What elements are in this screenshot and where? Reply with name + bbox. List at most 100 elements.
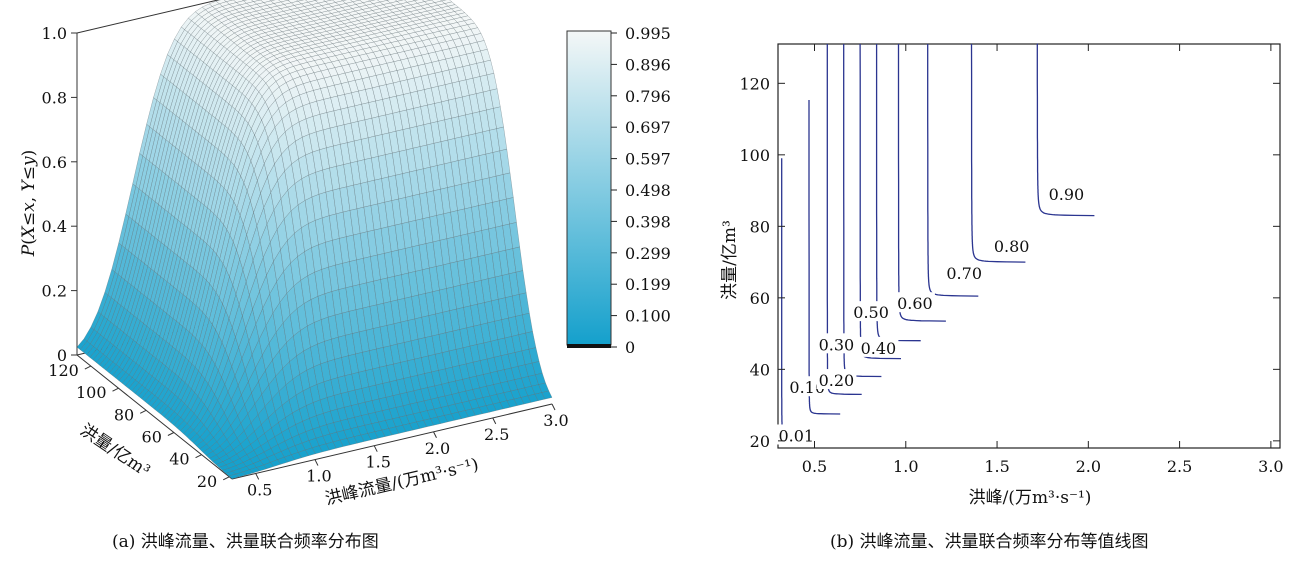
- surface-z-tick-label: 1.0: [42, 24, 67, 43]
- colorbar-tick-label: 0.597: [625, 150, 671, 169]
- surface-y-tick-label: 120: [48, 361, 79, 380]
- z-label-y-cap: Y: [19, 178, 39, 191]
- surface-x-axis-label: 洪峰流量/(万m³·s⁻¹): [323, 455, 480, 510]
- surface-x-tick-mark: [492, 417, 497, 425]
- surface-patch: [541, 390, 553, 400]
- contour-label-bg: [991, 235, 1032, 255]
- contour-level-label: 0.60: [897, 294, 933, 313]
- contour-x-tick-label: 0.5: [802, 457, 827, 476]
- contour-y-tick-label: 100: [739, 146, 770, 165]
- contour-line: [970, 43, 1026, 263]
- surface-x-tick-label: 1.0: [306, 467, 331, 486]
- contour-line: [1036, 43, 1095, 217]
- frame-edge-y-floor: [76, 354, 233, 480]
- contour-x-tick-label: 2.0: [1076, 457, 1101, 476]
- surface-x-tick-label: 2.0: [425, 439, 450, 458]
- contour-label-bg: [776, 424, 817, 445]
- colorbar-tick-label: 0.199: [625, 275, 671, 294]
- z-label-le-2: ≤: [19, 166, 39, 180]
- surface-x-tick-mark: [551, 403, 556, 411]
- surface-x-tick-label: 2.5: [484, 425, 509, 444]
- surface-z-tick-label: 0.2: [42, 282, 67, 301]
- contour-level-label: 0.30: [819, 335, 855, 354]
- contour-chart: 0.01 0.100.20 0.30 0.40 0.50 0.60 0.70 0.80 0.90…: [720, 43, 1284, 508]
- surface-y-tick-mark: [84, 365, 92, 370]
- contour-level-label: 0.20: [819, 371, 855, 390]
- contour-label-bg: [944, 261, 985, 282]
- surface-z-tick-label: 0.4: [42, 217, 67, 236]
- contour-level-label: 0.50: [853, 303, 889, 322]
- colorbar-tick-label: 0.398: [625, 212, 671, 231]
- contour-level-labels: 0.01 0.100.20 0.30 0.40 0.50 0.60 0.70 0.80 0.90: [776, 183, 1087, 445]
- contour-x-tick-label: 3.0: [1258, 457, 1283, 476]
- colorbar-tick-label: 0: [625, 338, 635, 357]
- surface-y-tick-label: 100: [76, 383, 107, 402]
- contour-level-label: 0.10: [789, 378, 825, 397]
- surface-chart: 0 0.2 0.4 0.6 0.8 1.0 20 40 60 80 100 120 0.5 1.0 1.…: [19, 0, 671, 510]
- surface-z-ticks: 0 0.2 0.4 0.6 0.8 1.0: [42, 24, 77, 365]
- contour-y-tick-label: 40: [750, 360, 770, 379]
- frame-edge-x-floor: [231, 403, 553, 480]
- z-label-paren-open: (: [19, 238, 39, 245]
- surface-y-tick-label: 60: [142, 428, 162, 447]
- surface-z-tick-label: 0.6: [42, 153, 67, 172]
- surface-y-tick-mark: [112, 387, 119, 392]
- contour-x-ticks: 0.5 1.0 1.5 2.0 2.5 3.0: [802, 44, 1284, 476]
- contour-level-label: 0.70: [946, 264, 982, 283]
- contour-level-label: 0.40: [861, 339, 897, 358]
- surface-x-tick-label: 0.5: [247, 480, 272, 499]
- colorbar-tick-label: 0.100: [625, 307, 671, 326]
- contour-label-bg: [816, 369, 857, 390]
- z-label-x-cap: X: [19, 225, 39, 240]
- frame-edge-top-back: [76, 0, 220, 34]
- contour-y-tick-label: 60: [750, 289, 770, 308]
- surface-y-tick-label: 80: [114, 405, 134, 424]
- contour-y-axis-label: 洪量/亿m³: [720, 220, 740, 300]
- surface-x-tick-mark: [433, 431, 437, 439]
- contour-label-bg: [894, 292, 935, 313]
- contour-y-tick-label: 80: [750, 217, 770, 236]
- z-label-le-1: ≤: [19, 212, 39, 226]
- z-label-y: y: [19, 156, 39, 167]
- caption-b: (b) 洪峰流量、洪量联合频率分布等值线图: [830, 532, 1149, 552]
- surface-y-tick-mark: [139, 409, 147, 414]
- z-label-paren-close: ): [19, 150, 39, 157]
- surface-y-ticks: 20 40 60 80 100 120: [48, 361, 230, 491]
- surface-y-tick-mark: [223, 476, 230, 481]
- z-label-p: P: [19, 244, 39, 257]
- surface-z-axis-label: P(X≤x, Y≤y): [19, 150, 39, 258]
- colorbar: [566, 30, 612, 346]
- colorbar-tick-label: 0.498: [625, 181, 671, 200]
- colorbar-ticks: 0 0.100 0.199 0.299 0.398 0.498 0.597 0.697 0.79…: [611, 24, 671, 357]
- contour-y-tick-label: 120: [739, 74, 770, 93]
- surface-x-tick-mark: [314, 459, 319, 466]
- z-label-comma: ,: [19, 191, 39, 202]
- surface-y-tick-label: 20: [197, 472, 217, 491]
- contour-label-bg: [1046, 183, 1087, 204]
- colorbar-bottom-band: [567, 344, 611, 348]
- contour-x-axis-label: 洪峰/(万m³·s⁻¹): [969, 488, 1092, 508]
- z-label-x: x: [19, 202, 39, 212]
- surface-z-tick-label: 0.8: [42, 88, 67, 107]
- contour-x-tick-label: 1.5: [984, 457, 1009, 476]
- colorbar-tick-label: 0.896: [625, 55, 671, 74]
- colorbar-tick-label: 0.995: [625, 24, 671, 43]
- caption-a: (a) 洪峰流量、洪量联合频率分布图: [112, 532, 379, 552]
- contour-y-ticks: 20 40 60 80 100 120: [739, 74, 1280, 451]
- contour-level-label: 0.90: [1049, 185, 1085, 204]
- contour-x-tick-label: 1.0: [893, 457, 918, 476]
- colorbar-tick-label: 0.697: [625, 118, 671, 137]
- surface-x-tick-mark: [373, 445, 378, 452]
- surface-x-tick-mark: [255, 473, 260, 480]
- colorbar-tick-label: 0.299: [625, 244, 671, 263]
- contour-label-bg: [858, 336, 899, 357]
- colorbar-tick-label: 0.796: [625, 87, 671, 106]
- surface-y-tick-mark: [167, 432, 175, 436]
- contour-y-tick-label: 20: [750, 432, 770, 451]
- contour-x-tick-label: 2.5: [1167, 457, 1192, 476]
- surface-x-tick-label: 1.5: [365, 453, 390, 472]
- surface-mesh: [76, 0, 553, 479]
- surface-y-tick-label: 40: [169, 450, 189, 469]
- contour-level-label: 0.01: [778, 426, 814, 445]
- surface-z-tick-label: 0: [57, 346, 67, 365]
